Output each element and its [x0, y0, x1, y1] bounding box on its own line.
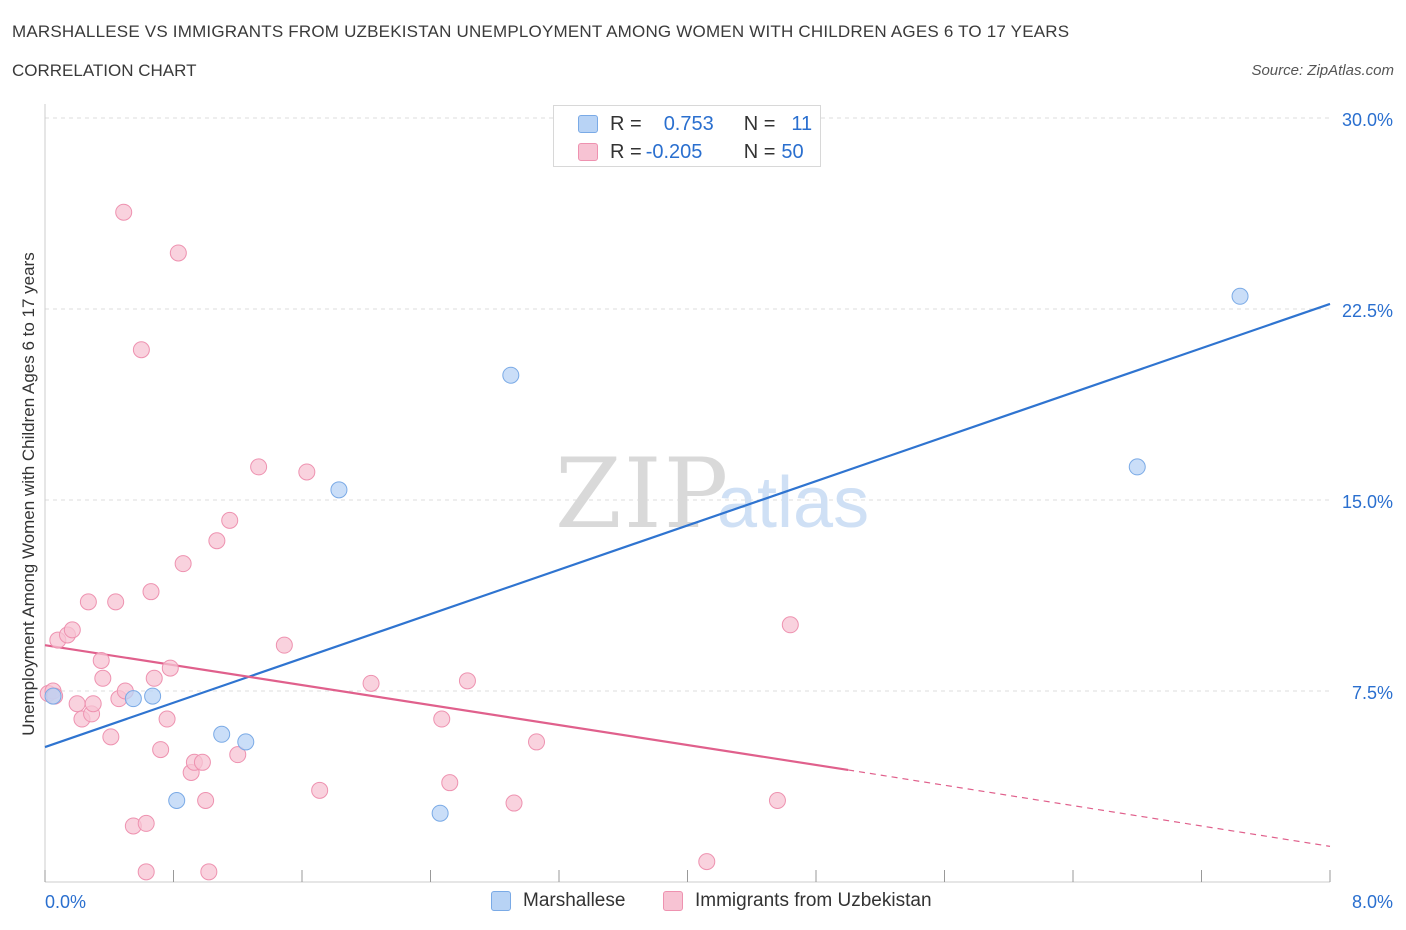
chart-title: MARSHALLESE VS IMMIGRANTS FROM UZBEKISTA… [12, 22, 1070, 41]
points-layer [39, 203, 1249, 881]
marshallese-point [502, 366, 520, 384]
uzbekistan-point [102, 728, 120, 746]
marshallese-point [44, 687, 62, 705]
uzbek-swatch [578, 143, 598, 161]
legend-row-marshallese: R = 0.753 N = 11 [578, 112, 812, 136]
legend-row-uzbekistan: R = -0.205 N = 50 [578, 140, 804, 164]
uzbekistan-point [132, 341, 150, 359]
uzbekistan-point [275, 636, 293, 654]
uzbekistan-point [161, 659, 179, 677]
axis-layer [44, 104, 1331, 883]
legend-label-marshallese: Marshallese [523, 890, 626, 911]
r-value: -0.205 [645, 140, 703, 163]
marshallese-point [1128, 458, 1146, 476]
watermark: ZIP atlas [555, 438, 869, 550]
marshallese-point [144, 687, 162, 705]
uzbekistan-point [158, 710, 176, 728]
uzbekistan-point [781, 616, 799, 634]
n-label: N = [743, 140, 776, 163]
marshallese-point [431, 804, 449, 822]
legend-label-uzbekistan: Immigrants from Uzbekistan [695, 890, 932, 911]
uzbekistan-point [68, 695, 86, 713]
marshallese-trend-line [44, 302, 1331, 749]
uzbekistan-point [433, 710, 451, 728]
watermark-atlas: atlas [717, 463, 869, 543]
marshallese-point [213, 725, 231, 743]
uzbekistan-point [197, 792, 215, 810]
uzbekistan-point [505, 794, 523, 812]
legend-item-marshallese: Marshallese [491, 890, 625, 912]
uzbekistan-point [79, 593, 97, 611]
uzbekistan-point [528, 733, 546, 751]
uzbekistan-point [311, 781, 329, 799]
chart-subtitle: CORRELATION CHART [12, 61, 197, 80]
uzbekistan-point [94, 669, 112, 687]
uzbek-legend-swatch [663, 891, 683, 911]
uzbekistan-point [84, 695, 102, 713]
uzbekistan-point [362, 674, 380, 692]
uzbekistan-point [137, 863, 155, 881]
grid-layer [45, 117, 1330, 692]
y-tick-label: 30.0% [1342, 110, 1393, 130]
uzbekistan-point [298, 463, 316, 481]
marshallese-legend-swatch [491, 891, 511, 911]
x-tick-label: 0.0% [45, 892, 86, 912]
watermark-zip: ZIP [555, 438, 730, 550]
uzbekistan-point [768, 792, 786, 810]
uzbekistan-point [250, 458, 268, 476]
uzbekistan-point [698, 853, 716, 871]
r-value: 0.753 [663, 112, 714, 135]
marshallese-point [168, 792, 186, 810]
r-label: R = [610, 112, 642, 135]
n-value: 50 [781, 140, 804, 163]
uzbekistan-point [63, 621, 81, 639]
uzbekistan-point [174, 555, 192, 573]
uzbekistan-point [200, 863, 218, 881]
uzbekistan-point [229, 746, 247, 764]
uzbekistan-trend-line [44, 644, 849, 772]
uzbekistan-trend-extension [848, 769, 1331, 847]
x-tick-label: 8.0% [1352, 892, 1393, 912]
label-layer: 7.5% 15.0% 22.5% 30.0% 0.0% 8.0% [45, 110, 1393, 912]
marshallese-point [124, 690, 142, 708]
uzbekistan-point [193, 753, 211, 771]
marshallese-swatch [578, 115, 598, 133]
n-value: 11 [791, 112, 813, 135]
uzbekistan-point [221, 511, 239, 529]
y-tick-label: 7.5% [1352, 683, 1393, 703]
legend-item-uzbekistan: Immigrants from Uzbekistan [663, 890, 932, 912]
marshallese-point [330, 481, 348, 499]
uzbekistan-point [441, 774, 459, 792]
marshallese-point [237, 733, 255, 751]
correlation-legend: R = 0.753 N = 11 R = -0.205 N = 50 [553, 105, 821, 167]
trend-layer [44, 302, 1331, 847]
series-legend: Marshallese Immigrants from Uzbekistan [0, 890, 1406, 914]
uzbekistan-point [142, 583, 160, 601]
y-tick-label: 22.5% [1342, 301, 1393, 321]
source-note: Source: ZipAtlas.com [1251, 62, 1394, 79]
marshallese-point [1231, 287, 1249, 305]
uzbekistan-point [137, 814, 155, 832]
n-label: N = [743, 112, 776, 135]
y-axis-label: Unemployment Among Women with Children A… [19, 252, 38, 736]
uzbekistan-point [152, 741, 170, 759]
uzbekistan-point [145, 669, 163, 687]
uzbekistan-point [458, 672, 476, 690]
y-tick-label: 15.0% [1342, 492, 1393, 512]
uzbekistan-point [92, 651, 110, 669]
uzbekistan-point [115, 203, 133, 221]
r-label: R = [610, 140, 642, 163]
uzbekistan-point [169, 244, 187, 262]
uzbekistan-point [107, 593, 125, 611]
uzbekistan-point [208, 532, 226, 550]
